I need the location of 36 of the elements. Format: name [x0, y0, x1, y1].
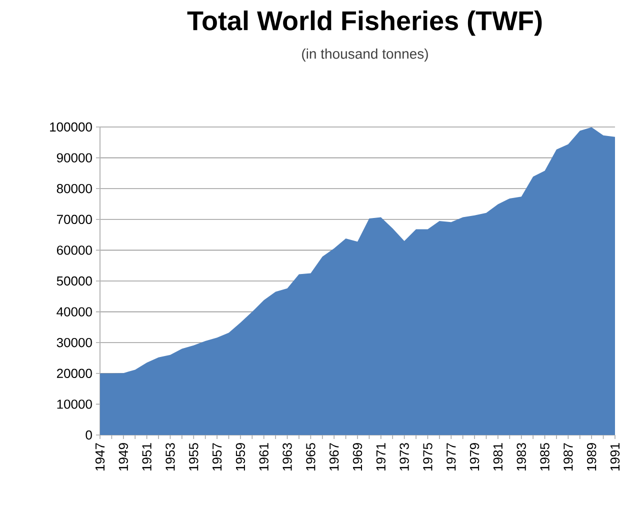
x-tick-label: 1963 — [282, 443, 292, 470]
x-tick-label: 1987 — [564, 443, 573, 470]
x-tick-label: 1957 — [212, 443, 222, 470]
x-tick-label: 1965 — [306, 443, 316, 470]
x-tick-label: 1961 — [259, 443, 268, 470]
x-tick-label: 1985 — [540, 443, 550, 470]
x-tick-label: 1967 — [329, 443, 339, 470]
y-tick-label: 0 — [86, 430, 92, 440]
x-tick-label: 1977 — [446, 443, 456, 470]
y-tick-label: 80000 — [56, 184, 92, 194]
x-tick-label: 1969 — [352, 443, 362, 470]
x-tick-label: 1947 — [95, 443, 105, 470]
y-tick-label: 70000 — [56, 214, 92, 224]
x-tick-label: 1951 — [142, 443, 152, 470]
x-tick-label: 1949 — [118, 443, 128, 470]
y-tick-label: 20000 — [56, 368, 92, 378]
chart-subtitle: (in thousand tonnes) — [302, 48, 428, 62]
x-tick-label: 1989 — [586, 443, 596, 470]
x-tick-label: 1971 — [376, 443, 386, 470]
chart-title: Total World Fisheries (TWF) — [187, 10, 542, 36]
y-tick-label: 50000 — [56, 276, 92, 286]
x-tick-label: 1959 — [236, 443, 246, 470]
x-tick-label: 1983 — [516, 443, 526, 470]
y-tick-label: 60000 — [56, 246, 92, 255]
x-tick-label: 1981 — [493, 443, 503, 470]
x-tick-label: 1953 — [166, 443, 175, 470]
x-tick-label: 1955 — [189, 443, 198, 470]
y-tick-label: 40000 — [56, 307, 92, 316]
x-tick-label: 1979 — [470, 443, 480, 470]
y-tick-label: 30000 — [56, 338, 92, 348]
y-tick-label: 90000 — [56, 153, 92, 162]
x-tick-label: 1991 — [610, 443, 620, 470]
x-tick-label: 1975 — [423, 443, 432, 470]
y-tick-label: 100000 — [50, 122, 92, 132]
y-tick-label: 10000 — [57, 400, 92, 409]
x-tick-label: 1973 — [400, 443, 409, 470]
